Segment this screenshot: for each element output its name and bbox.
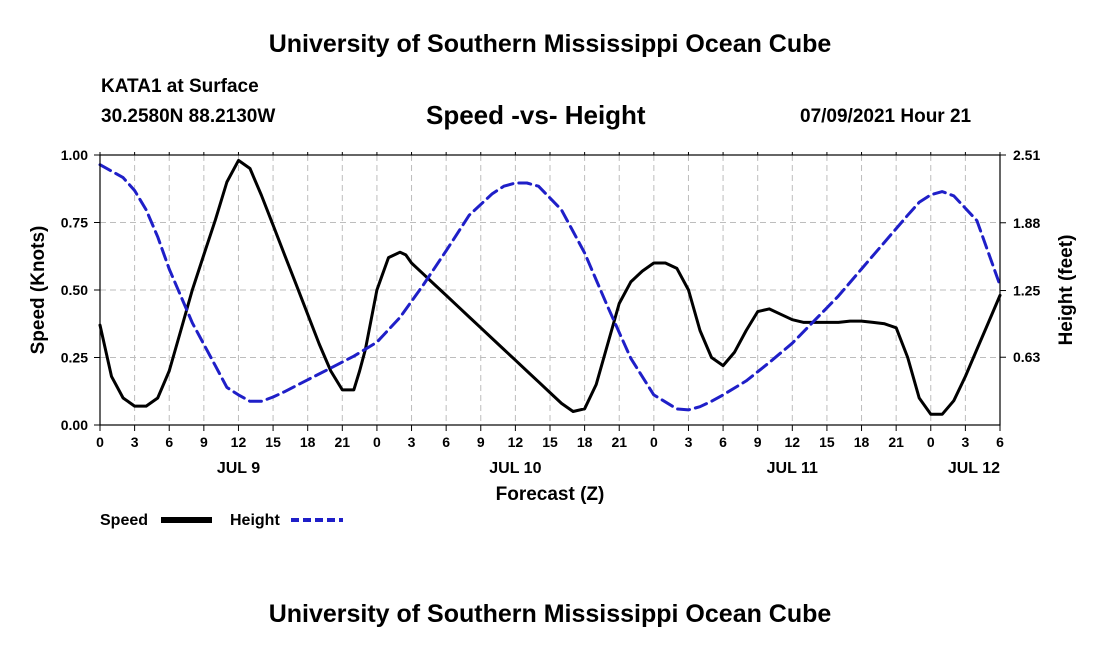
x-tick-label: 12 — [231, 434, 247, 450]
x-tick-label: 0 — [96, 434, 104, 450]
x-tick-label: 6 — [719, 434, 727, 450]
y-left-tick-label: 0.75 — [61, 215, 88, 231]
y-left-tick-label: 0.50 — [61, 282, 88, 298]
y-right-tick-label: 1.25 — [1013, 283, 1040, 299]
x-tick-label: 15 — [265, 434, 281, 450]
y-right-tick-label: 2.51 — [1013, 147, 1040, 163]
x-tick-label: 9 — [200, 434, 208, 450]
x-tick-label: 3 — [131, 434, 139, 450]
x-tick-label: 12 — [508, 434, 524, 450]
x-tick-label: 12 — [785, 434, 801, 450]
y-right-tick-label: 0.63 — [1013, 349, 1040, 365]
x-tick-label: 6 — [165, 434, 173, 450]
series-layer — [98, 158, 1002, 416]
axis-layer: 0 3 6 9 12 15 18 21 0 3 6 9 12 15 18 21 0 3 6 9 12 15 18 21 0 3 6 0… — [61, 147, 1041, 477]
x-tick-label: 18 — [854, 434, 870, 450]
x-tick-label: 3 — [685, 434, 693, 450]
x-tick-label: 15 — [819, 434, 835, 450]
day-label: JUL 10 — [489, 460, 541, 477]
station-label: KATA1 at Surface — [101, 76, 259, 97]
page-footer-title: University of Southern Mississippi Ocean… — [268, 600, 832, 628]
y-left-tick-label: 1.00 — [61, 147, 88, 163]
x-tick-label: 0 — [373, 434, 381, 450]
grid-layer — [100, 155, 1000, 425]
x-tick-label: 21 — [888, 434, 904, 450]
x-tick-label: 6 — [996, 434, 1004, 450]
x-tick-label: 0 — [650, 434, 658, 450]
legend-speed-label: Speed — [100, 512, 148, 529]
x-tick-label: 9 — [754, 434, 762, 450]
series-line-height — [98, 163, 1002, 412]
x-tick-label: 15 — [542, 434, 558, 450]
chart-subtitle: Speed -vs- Height — [426, 100, 646, 130]
x-tick-label: 6 — [442, 434, 450, 450]
x-tick-label: 3 — [961, 434, 969, 450]
x-tick-label: 9 — [477, 434, 485, 450]
y-right-tick-label: 1.88 — [1013, 215, 1040, 231]
legend-height-label: Height — [230, 512, 280, 529]
series-line-speed — [98, 158, 1002, 416]
day-label: JUL 9 — [217, 460, 260, 477]
y-axis-label-right: Height (feet) — [1056, 235, 1077, 346]
x-tick-label: 18 — [577, 434, 593, 450]
page-title: University of Southern Mississippi Ocean… — [268, 30, 832, 58]
x-tick-label: 0 — [927, 434, 935, 450]
x-tick-label: 21 — [335, 434, 351, 450]
coordinates-label: 30.2580N 88.2130W — [101, 106, 276, 127]
x-axis-label: Forecast (Z) — [496, 484, 605, 505]
forecast-datetime: 07/09/2021 Hour 21 — [800, 106, 972, 127]
x-tick-label: 21 — [611, 434, 627, 450]
day-label: JUL 12 — [948, 460, 1000, 477]
day-label: JUL 11 — [767, 460, 818, 477]
legend: Speed Height — [100, 512, 343, 529]
x-tick-label: 3 — [408, 434, 416, 450]
y-left-tick-label: 0.00 — [61, 417, 88, 433]
x-tick-label: 18 — [300, 434, 316, 450]
y-axis-label-left: Speed (Knots) — [28, 226, 49, 355]
y-left-tick-label: 0.25 — [61, 350, 88, 366]
